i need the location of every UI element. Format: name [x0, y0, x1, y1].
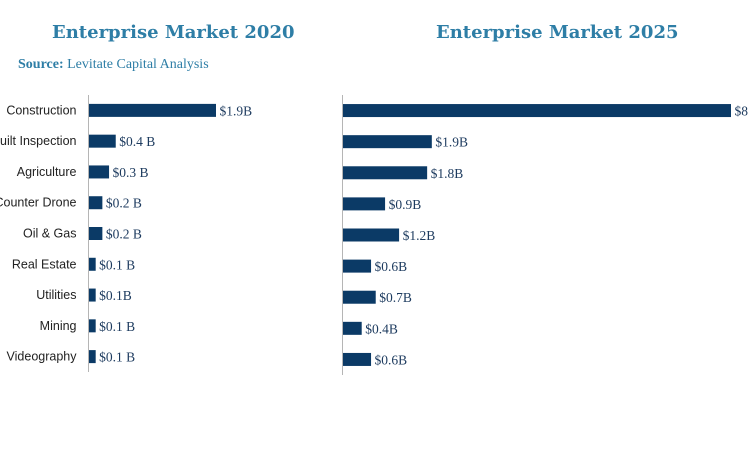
chart-2020: $1.9B Construction $0.4 B Built Inspection $…: [0, 95, 252, 372]
data-label: $0.2 B: [106, 196, 142, 211]
bar: [343, 259, 372, 273]
source-note: Source: Levitate Capital Analysis: [18, 57, 209, 73]
category-label: Mining: [40, 319, 77, 333]
bar: [343, 166, 428, 180]
bar: [343, 104, 731, 118]
category-label: Real Estate: [12, 257, 77, 271]
data-label: $1.2B: [403, 228, 436, 243]
bar: [343, 290, 376, 304]
bar: [89, 134, 116, 148]
bar: [343, 197, 386, 211]
data-label: $0.6B: [375, 259, 408, 274]
data-label: $0.7B: [379, 290, 412, 305]
category-label: Agriculture: [17, 165, 77, 179]
data-label: $0.9B: [389, 197, 422, 212]
bar: [89, 288, 96, 302]
data-label: $0.1B: [99, 288, 132, 303]
bar: [89, 350, 96, 364]
chart-title-2020: Enterprise Market 2020: [52, 22, 295, 43]
data-label: $1.9B: [435, 135, 468, 150]
data-label: $0.4B: [365, 321, 398, 336]
data-label: $0.1 B: [99, 350, 135, 365]
data-label: $1.8B: [431, 166, 464, 181]
data-label: $0.1 B: [99, 257, 135, 272]
bar: [89, 257, 96, 271]
category-label: Oil & Gas: [23, 227, 77, 241]
category-label: Built Inspection: [0, 134, 77, 148]
bar: [89, 103, 216, 117]
data-label: $0.1 B: [99, 319, 135, 334]
data-label: $0.4 B: [119, 134, 155, 149]
data-label: $0.6B: [375, 352, 408, 367]
data-label: $0.2 B: [106, 227, 142, 242]
bar: [89, 319, 96, 333]
category-label: Utilities: [36, 288, 76, 302]
category-label: Videography: [7, 350, 78, 364]
category-label: Construction: [6, 103, 76, 117]
source-label: Source:: [18, 57, 64, 72]
bar: [343, 352, 372, 366]
chart-2025: $8 $1.9B $1.8B $0.9B $1.2B $0.6B $0.7B $0.4B $0.…: [342, 95, 749, 375]
data-label: $0.3 B: [113, 165, 149, 180]
category-label: Counter Drone: [0, 196, 77, 210]
bar: [89, 227, 103, 240]
bar: [343, 228, 400, 242]
bar: [89, 196, 103, 210]
bar: [343, 135, 432, 149]
data-label: $8: [735, 104, 749, 119]
bar: [89, 165, 110, 179]
chart-title-2025: Enterprise Market 2025: [436, 22, 679, 43]
data-label: $1.9B: [220, 103, 253, 118]
bar: [343, 321, 362, 335]
source-text: Levitate Capital Analysis: [67, 57, 209, 72]
